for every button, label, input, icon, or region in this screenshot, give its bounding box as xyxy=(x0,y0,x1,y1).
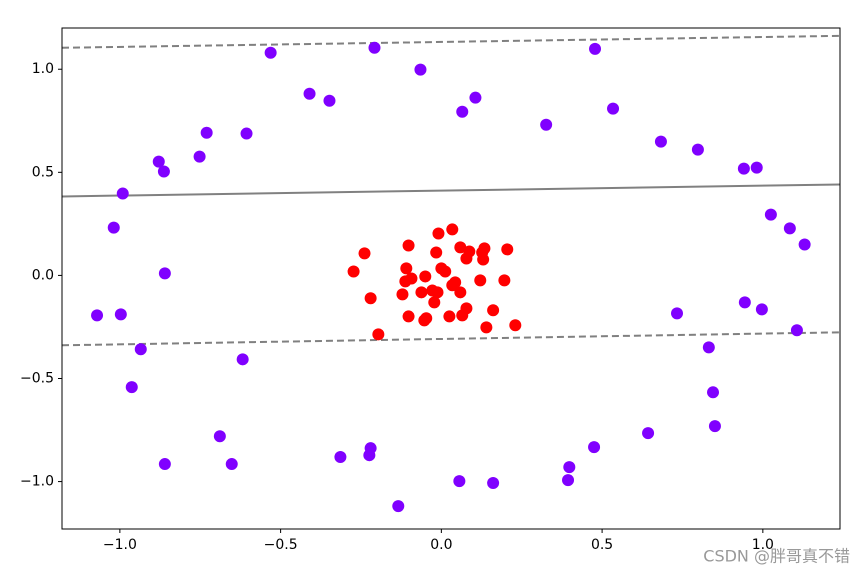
point xyxy=(334,451,347,464)
point xyxy=(405,272,418,285)
point xyxy=(691,143,704,156)
point xyxy=(426,284,439,297)
point xyxy=(418,314,431,327)
point xyxy=(487,477,500,490)
point xyxy=(501,243,514,256)
point xyxy=(562,474,575,487)
point xyxy=(372,328,385,341)
y-tick-label: 0.5 xyxy=(32,164,54,180)
y-tick-label: 0.0 xyxy=(32,267,54,283)
point xyxy=(402,310,415,323)
point xyxy=(347,265,360,278)
point xyxy=(114,308,127,321)
y-tick-label: 1.0 xyxy=(32,61,54,77)
point xyxy=(708,420,721,433)
y-tick-label: −1.0 xyxy=(20,474,54,490)
point xyxy=(456,105,469,118)
point xyxy=(790,324,803,337)
point xyxy=(152,155,165,168)
x-tick-label: 0.0 xyxy=(430,537,452,553)
point xyxy=(402,239,415,252)
point xyxy=(364,292,377,305)
point xyxy=(443,310,456,323)
point xyxy=(798,238,811,251)
y-tick-label: −0.5 xyxy=(20,370,54,386)
point xyxy=(750,161,763,174)
point xyxy=(477,253,490,266)
point xyxy=(419,270,432,283)
plot-frame xyxy=(61,27,841,530)
point xyxy=(432,227,445,240)
point xyxy=(738,296,751,309)
point xyxy=(363,449,376,462)
point xyxy=(236,353,249,366)
point xyxy=(737,162,750,175)
point xyxy=(303,87,316,100)
point xyxy=(498,274,511,287)
point xyxy=(707,386,720,399)
x-tick-label: 0.5 xyxy=(591,537,613,553)
point xyxy=(225,458,238,471)
point xyxy=(428,296,441,309)
point xyxy=(454,286,467,299)
point xyxy=(764,208,777,221)
point xyxy=(158,458,171,471)
point xyxy=(439,265,452,278)
point xyxy=(783,222,796,235)
point xyxy=(702,341,715,354)
point xyxy=(323,94,336,107)
point xyxy=(456,309,469,322)
watermark: CSDN @胖哥真不错 xyxy=(703,547,850,566)
point xyxy=(446,223,459,236)
point xyxy=(392,500,405,513)
point xyxy=(430,246,443,259)
point xyxy=(368,41,381,54)
point xyxy=(563,461,576,474)
point xyxy=(116,187,129,200)
point xyxy=(474,274,487,287)
x-tick-label: −1.0 xyxy=(103,537,137,553)
point xyxy=(415,286,428,299)
point xyxy=(607,102,620,115)
point xyxy=(158,267,171,280)
point xyxy=(396,288,409,301)
point xyxy=(589,42,602,55)
boundary-line xyxy=(61,34,841,49)
point xyxy=(454,241,467,254)
point xyxy=(654,135,667,148)
point xyxy=(453,475,466,488)
point xyxy=(446,279,459,292)
point xyxy=(157,165,170,178)
point xyxy=(193,150,206,163)
point xyxy=(213,430,226,443)
point xyxy=(125,381,138,394)
point xyxy=(755,303,768,316)
point xyxy=(480,321,493,334)
point xyxy=(469,91,482,104)
boundary-line xyxy=(61,331,841,347)
point xyxy=(588,441,601,454)
point xyxy=(671,307,684,320)
point xyxy=(264,46,277,59)
point xyxy=(358,247,371,260)
point xyxy=(509,319,522,332)
point xyxy=(240,127,253,140)
point xyxy=(134,343,147,356)
point xyxy=(460,252,473,265)
x-tick-label: 1.0 xyxy=(752,537,774,553)
point xyxy=(107,221,120,234)
point xyxy=(540,118,553,131)
point xyxy=(642,427,655,440)
boundary-line xyxy=(61,183,841,198)
point xyxy=(91,309,104,322)
point xyxy=(414,63,427,76)
point xyxy=(400,262,413,275)
x-tick-label: −0.5 xyxy=(264,537,298,553)
point xyxy=(487,304,500,317)
point xyxy=(200,126,213,139)
